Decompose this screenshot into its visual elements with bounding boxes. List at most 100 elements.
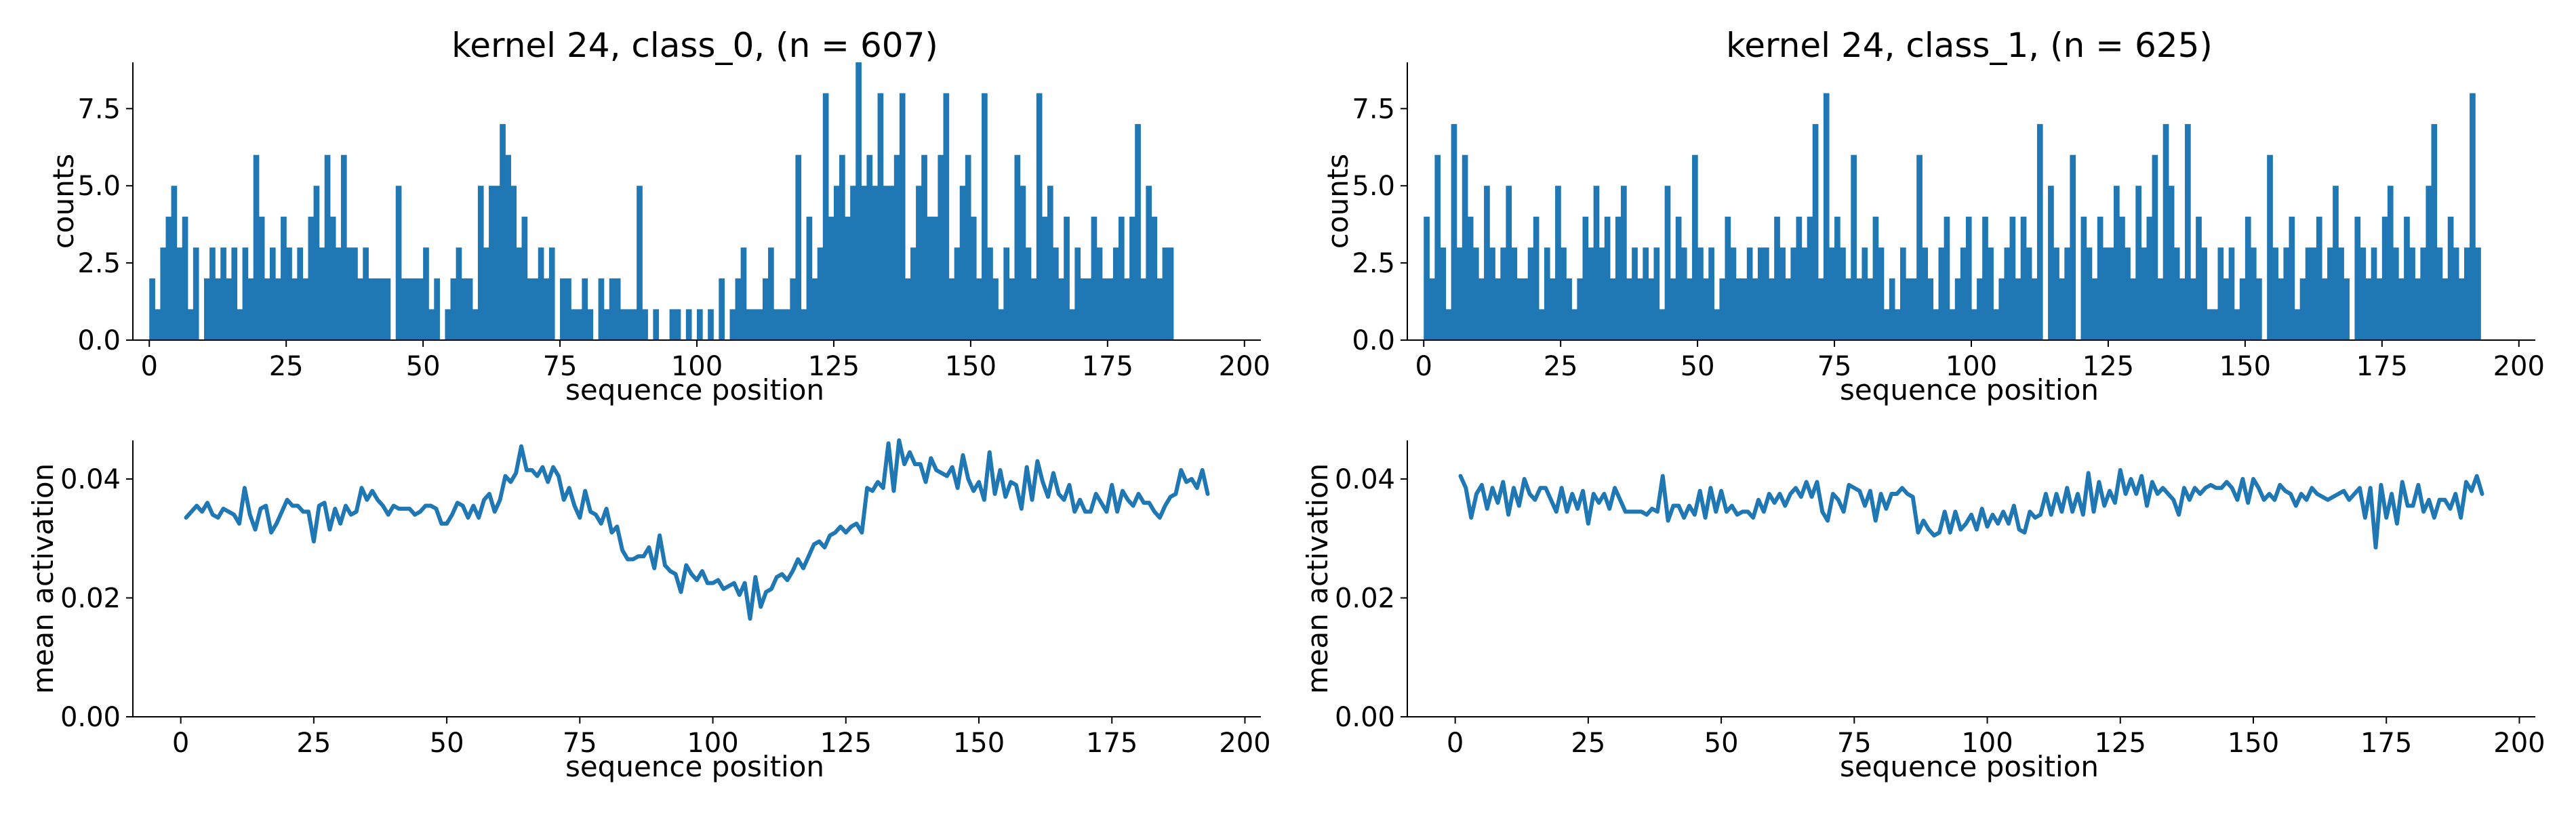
histogram-bar: [845, 216, 851, 340]
x-tick-label: 175: [1086, 728, 1138, 759]
histogram-bar: [965, 154, 971, 341]
histogram-bar: [1527, 247, 1534, 340]
x-tick-label: 0: [1415, 351, 1432, 382]
histogram-bar: [450, 278, 457, 340]
histogram-bar: [247, 278, 254, 340]
histogram-bar: [998, 309, 1004, 340]
histogram-bar: [1451, 124, 1457, 341]
histogram-bar: [1763, 247, 1769, 340]
histogram-bar: [1080, 278, 1087, 340]
histogram-bar: [472, 309, 479, 340]
histogram-bar: [2415, 278, 2421, 340]
histogram-bar: [2327, 247, 2333, 340]
histogram-bar: [2102, 247, 2109, 340]
histogram-bar: [1883, 309, 1890, 340]
histogram-bar: [582, 278, 588, 340]
histogram-bar: [1675, 216, 1682, 340]
histogram-bar: [319, 247, 325, 340]
histogram-bar: [1500, 247, 1506, 340]
histogram-bar: [839, 154, 845, 341]
histogram-bar: [155, 309, 161, 340]
histogram-bar: [1916, 154, 1923, 341]
histogram-bar: [2036, 124, 2043, 341]
histogram-bar: [1615, 216, 1622, 340]
histogram-bar: [1719, 278, 1726, 340]
histogram-bar: [281, 216, 287, 340]
histogram-bar: [1025, 247, 1032, 340]
chart-title: kernel 24, class_0, (n = 607): [451, 26, 938, 65]
histogram-bar: [2108, 247, 2114, 340]
bars: [1424, 93, 2481, 341]
histogram-bar: [2185, 124, 2191, 341]
y-axis-label: counts: [1321, 154, 1354, 249]
histogram-bar: [2381, 216, 2388, 340]
histogram-bar: [888, 186, 895, 340]
histogram-bar: [576, 309, 582, 340]
x-tick-label: 25: [1544, 351, 1578, 382]
histogram-bar: [916, 186, 922, 340]
histogram-bar: [1129, 216, 1135, 340]
histogram-bar: [209, 247, 216, 340]
histogram-bar: [1102, 278, 1108, 340]
histogram-bar: [642, 309, 648, 340]
histogram-bar: [1988, 247, 1994, 340]
histogram-bar: [335, 247, 342, 340]
histogram-bar: [2316, 216, 2322, 340]
histogram-bar: [1752, 278, 1758, 340]
histogram-bar: [1030, 278, 1037, 340]
histogram-bar: [598, 278, 605, 340]
histogram-bar: [2371, 247, 2377, 340]
histogram-bar: [1151, 216, 1158, 340]
histogram-bar: [1971, 309, 1977, 340]
histogram-bar: [193, 247, 199, 340]
histogram-bar: [324, 154, 331, 341]
histogram-bar: [2228, 247, 2235, 340]
histogram-bar: [171, 186, 178, 340]
x-tick-label: 125: [2095, 728, 2146, 759]
histogram-bar: [1735, 278, 1742, 340]
histogram-bar: [2125, 247, 2131, 340]
histogram-bar: [357, 278, 363, 340]
histogram-bar: [384, 278, 391, 340]
histogram-bar: [2146, 216, 2153, 340]
histogram-bar: [2053, 247, 2059, 340]
histogram-bar: [2272, 247, 2278, 340]
histogram-bar: [1053, 247, 1059, 340]
histogram-bar: [329, 216, 336, 340]
histogram-bar: [2333, 186, 2339, 340]
histogram-bar: [1807, 216, 1813, 340]
histogram-bar: [258, 216, 265, 340]
histogram-bar: [2267, 154, 2273, 341]
histogram-bar: [1047, 186, 1053, 340]
histogram-bar: [494, 186, 500, 340]
histogram-bar: [2190, 278, 2196, 340]
histogram-bar: [352, 247, 358, 340]
histogram-bar: [571, 309, 577, 340]
x-axis-ticks: 0 25 50 75 100 125 150 175 200: [1415, 340, 2545, 382]
histogram-bar: [1020, 186, 1026, 340]
histogram-bar: [932, 216, 939, 340]
histogram-bar: [363, 247, 369, 340]
x-tick-label: 75: [1837, 728, 1872, 759]
histogram-bar: [1845, 278, 1851, 340]
y-tick-label: 0.02: [1335, 583, 1395, 614]
x-axis-label: sequence position: [1840, 373, 2099, 406]
histogram-bar: [1621, 186, 1627, 340]
y-tick-label: 0.0: [77, 325, 121, 356]
histogram-bar: [1790, 247, 1797, 340]
x-tick-label: 150: [953, 728, 1005, 759]
histogram-bar: [1074, 247, 1081, 340]
histogram-bar: [1445, 309, 1452, 340]
histogram-bar: [856, 62, 862, 340]
histogram-bar: [1058, 278, 1064, 340]
histogram-bar: [2201, 247, 2207, 340]
histogram-bar: [1036, 93, 1043, 340]
x-axis-ticks: 0 25 50 75 100 125 150 175 200: [141, 340, 1270, 382]
y-tick-label: 0.02: [60, 583, 121, 614]
histogram-bar: [1894, 309, 1901, 340]
y-tick-label: 2.5: [1352, 248, 1395, 279]
x-axis-label: sequence position: [565, 373, 824, 406]
histogram-bar: [2179, 278, 2186, 340]
histogram-bar: [768, 247, 774, 340]
x-tick-label: 150: [2219, 351, 2271, 382]
